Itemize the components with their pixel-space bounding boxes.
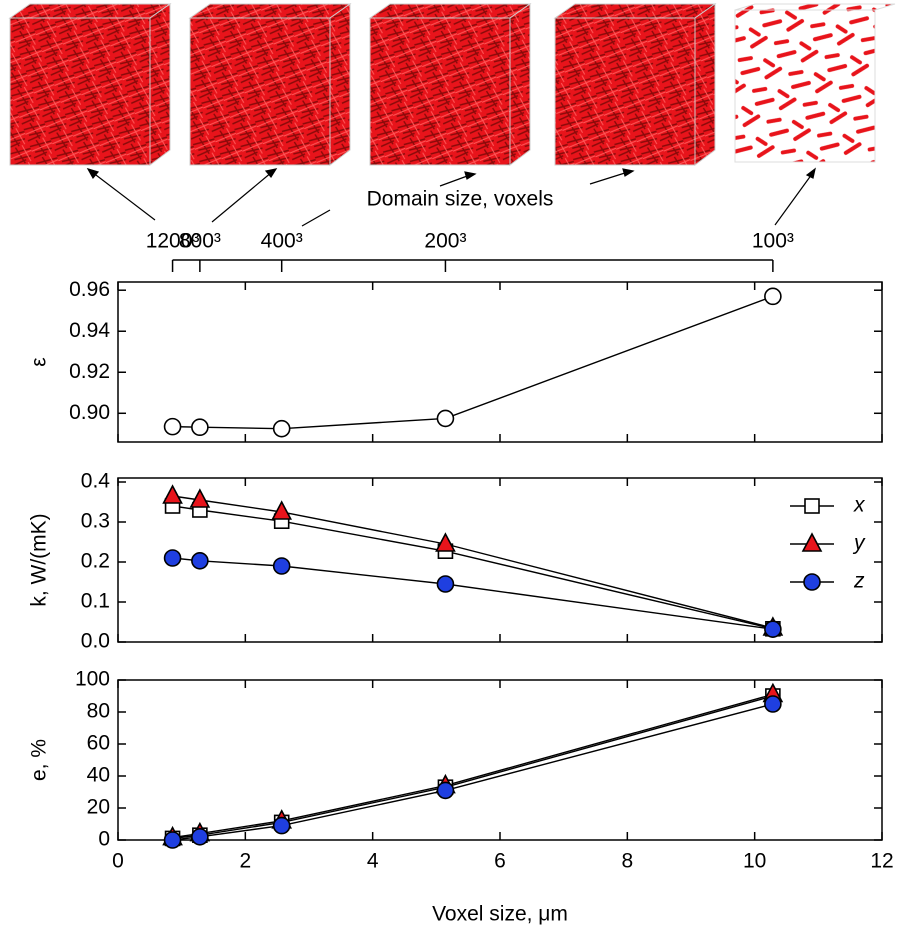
y-tick-label: 0.1	[81, 590, 110, 613]
series-line	[172, 693, 774, 839]
y-tick-label: 40	[87, 764, 110, 787]
y-tick-label: 0.2	[81, 550, 110, 573]
legend-marker	[803, 573, 821, 591]
y-tick-label: 20	[87, 796, 110, 819]
x-tick-label: 2	[239, 850, 251, 873]
y-tick-label: 0.0	[81, 630, 110, 653]
y-tick-label: 60	[87, 732, 110, 755]
marker	[163, 549, 182, 567]
arrows	[86, 167, 816, 227]
marker	[272, 419, 291, 438]
series-line	[172, 695, 774, 840]
plot-frame	[117, 281, 883, 443]
series-line	[172, 557, 773, 630]
x-tick-label: 10	[743, 850, 766, 873]
y-tick-label: 0.3	[81, 510, 110, 533]
marker	[272, 557, 291, 575]
structure-images	[8, 3, 896, 166]
top-tick-label: 400³	[261, 230, 303, 253]
marker	[436, 781, 455, 800]
marker	[764, 287, 782, 306]
marker	[764, 620, 782, 639]
marker	[272, 816, 291, 835]
y-axis-title: k, W/(mK)	[28, 513, 51, 606]
marker	[163, 831, 182, 849]
marker	[435, 532, 456, 552]
y-tick-label: 0.90	[69, 401, 110, 424]
y-tick-label: 0.94	[69, 319, 110, 342]
x-tick-label: 12	[870, 850, 893, 873]
top-tick-label: 1200³	[146, 230, 200, 253]
legend-label: y	[852, 532, 866, 555]
top-tick-label: 100³	[752, 230, 794, 253]
marker	[764, 695, 782, 713]
y-tick-label: 100	[75, 668, 110, 691]
series-line	[172, 295, 774, 430]
marker	[436, 575, 455, 593]
plot-frame	[117, 477, 883, 643]
legend-label: z	[853, 570, 865, 593]
y-tick-label: 0	[98, 828, 110, 851]
y-axis-title: ε	[28, 357, 51, 366]
y-tick-label: 0.4	[81, 470, 111, 493]
marker	[191, 418, 209, 437]
y-tick-label: 80	[87, 700, 110, 723]
legend-marker	[804, 498, 820, 514]
marker	[271, 500, 293, 520]
legend-label: x	[853, 494, 866, 517]
marker	[189, 488, 211, 508]
x-tick-label: 6	[494, 850, 506, 873]
series-line	[172, 505, 774, 630]
marker	[162, 484, 183, 504]
x-tick-label: 4	[367, 850, 379, 873]
top-axis-title: Domain size, voxels	[367, 188, 554, 211]
marker	[163, 417, 182, 436]
x-axis-title: Voxel size, μm	[432, 903, 568, 926]
x-tick-label: 0	[112, 850, 124, 873]
x-tick-label: 8	[621, 850, 633, 873]
y-tick-label: 0.92	[69, 360, 110, 383]
marker	[436, 409, 455, 428]
y-axis-title: e, %	[28, 739, 51, 781]
y-tick-label: 0.96	[69, 278, 110, 301]
marker	[191, 551, 209, 570]
legend-marker	[801, 532, 823, 552]
marker	[191, 827, 209, 846]
series-line	[172, 495, 774, 629]
series-line	[172, 703, 774, 841]
top-tick-label: 200³	[424, 230, 466, 253]
top-tick-label: 800³	[179, 230, 221, 253]
